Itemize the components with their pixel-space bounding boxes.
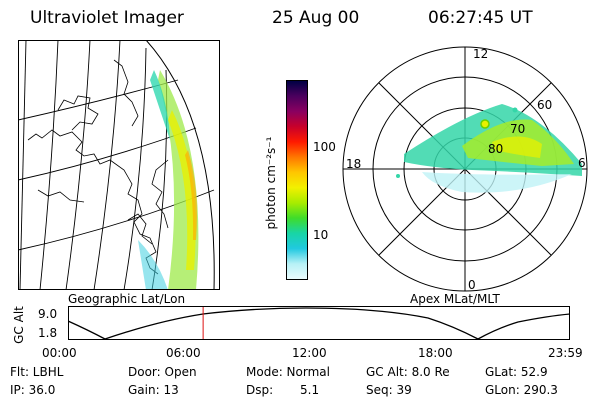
mlat-label-70: 70 xyxy=(510,122,526,136)
mlt-label-0: 0 xyxy=(468,278,476,292)
mlt-label-12: 12 xyxy=(473,47,489,61)
auroral-oval-geo xyxy=(138,70,199,290)
earth-limb xyxy=(145,40,215,290)
mlt-label-6: 6 xyxy=(578,156,586,170)
colorbar-tick-100: 100 xyxy=(313,140,336,154)
auroral-oval-polar xyxy=(396,104,582,193)
colorbar-unit-label: photon cm⁻²s⁻¹ xyxy=(264,136,278,230)
orbit-xtick-0000: 00:00 xyxy=(42,346,77,360)
status-ip: IP: 36.0 xyxy=(10,383,56,397)
mlat-label-60: 60 xyxy=(537,98,553,112)
status-gc-alt: GC Alt: 8.0 Re xyxy=(366,365,450,379)
status-dsp-label: Dsp: xyxy=(246,383,274,397)
date-label: 25 Aug 00 xyxy=(272,8,360,28)
orbit-ytick-1.8: 1.8 xyxy=(38,326,58,340)
instrument-title: Ultraviolet Imager xyxy=(30,8,184,28)
mlat-label-80: 80 xyxy=(488,142,504,156)
orbit-xtick-2359: 23:59 xyxy=(548,346,583,360)
geo-panel-frame xyxy=(18,40,220,290)
orbit-ylabel: GC Alt xyxy=(12,306,26,344)
orbit-xtick-1200: 12:00 xyxy=(292,346,327,360)
status-dsp-value: 5.1 xyxy=(300,383,320,397)
geo-panel-caption: Geographic Lat/Lon xyxy=(68,292,186,306)
status-filter: Flt: LBHL xyxy=(10,365,64,379)
geographic-map-panel xyxy=(18,40,220,290)
colorbar xyxy=(286,80,308,280)
status-glat: GLat: 52.9 xyxy=(485,365,548,379)
orbit-ytick-9: 9.0 xyxy=(38,307,58,321)
status-seq: Seq: 39 xyxy=(366,383,412,397)
orbit-plot-frame xyxy=(68,306,570,340)
orbit-xtick-0600: 06:00 xyxy=(166,346,201,360)
status-door: Door: Open xyxy=(128,365,197,379)
status-glon: GLon: 290.3 xyxy=(485,383,558,397)
polar-mlat-mlt-plot xyxy=(342,46,588,292)
orbit-altitude-plot xyxy=(68,306,570,340)
status-gain: Gain: 13 xyxy=(128,383,179,397)
orbit-xtick-1800: 18:00 xyxy=(418,346,453,360)
coastline xyxy=(27,59,169,275)
mlt-label-18: 18 xyxy=(346,157,362,171)
polar-panel-caption: Apex MLat/MLT xyxy=(410,292,500,306)
orbit-altitude-curve xyxy=(68,307,570,340)
time-label: 06:27:45 UT xyxy=(428,8,533,28)
status-mode: Mode: Normal xyxy=(246,365,330,379)
colorbar-tick-10: 10 xyxy=(313,228,329,242)
